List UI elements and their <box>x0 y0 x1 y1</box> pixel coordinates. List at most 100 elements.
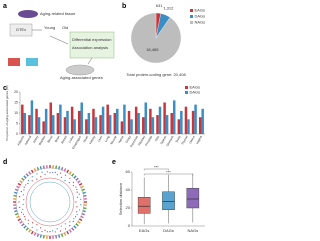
circos-segment <box>68 171 72 175</box>
circos-segment <box>14 191 18 194</box>
bar <box>106 104 109 134</box>
bar <box>44 108 48 134</box>
diagram-label: Aging-related tissue <box>40 11 76 16</box>
circos-dot <box>75 201 77 203</box>
circos-dot <box>36 173 38 175</box>
circos-segment <box>77 220 81 224</box>
circos-segment <box>14 188 19 192</box>
circos-segment <box>16 215 20 219</box>
circos-dot <box>64 179 66 182</box>
diagram-label: GTEx <box>16 27 26 32</box>
diagram-label: Aging-associated genes <box>60 75 103 80</box>
circos-segment <box>14 212 19 216</box>
bar <box>77 110 81 134</box>
panel-a: a Aging-related tissue GTEx Young Old Di… <box>3 3 115 80</box>
circos-dot <box>73 218 75 220</box>
bar <box>187 119 190 134</box>
circos-segment <box>39 234 42 238</box>
circos-dot <box>72 220 74 223</box>
figure: a Aging-related tissue GTEx Young Old Di… <box>3 3 205 239</box>
circos-dot <box>24 218 26 220</box>
bar <box>70 106 74 134</box>
bar <box>170 113 173 134</box>
circos-segment <box>73 225 77 229</box>
bar <box>177 119 181 134</box>
circos-segment <box>60 233 64 238</box>
circos-dot <box>44 173 46 175</box>
circos-segment <box>73 175 77 179</box>
circos-segment <box>23 225 27 229</box>
x-tick-label: Uterus <box>188 134 196 144</box>
circos-dot <box>74 216 77 218</box>
bar <box>149 108 152 134</box>
circos-segment <box>25 173 29 177</box>
bar <box>180 110 183 134</box>
circos-segment <box>63 232 67 236</box>
bar <box>101 106 105 134</box>
y-tick-label: 15 <box>14 100 18 104</box>
circos-dot <box>22 213 25 215</box>
value-label: 1,312 <box>163 6 174 11</box>
x-tick-label: Pancreas <box>129 134 139 147</box>
bar <box>201 108 204 134</box>
bar <box>158 106 162 134</box>
circos-segment <box>79 218 83 222</box>
x-tick-label: Artery <box>32 134 40 143</box>
bar <box>87 113 91 134</box>
circos-dot <box>27 223 29 225</box>
x-tick-label: Testis <box>174 134 182 143</box>
circos-dot <box>59 172 62 174</box>
circos-dot <box>20 190 22 193</box>
circos-segment <box>80 215 84 219</box>
x-tick-label: Pituitary <box>137 134 146 146</box>
bar <box>142 117 145 134</box>
bar <box>85 119 88 134</box>
bar <box>165 115 169 134</box>
box <box>137 196 151 214</box>
circos-dot <box>51 230 54 232</box>
bar <box>184 106 188 134</box>
circos-dot <box>36 224 38 226</box>
circos-dot <box>72 185 75 187</box>
bar <box>63 117 67 134</box>
circos-segment <box>75 177 79 181</box>
circos-segment <box>39 166 42 170</box>
legend-label: EAGs <box>195 8 205 13</box>
bar <box>134 106 138 134</box>
pie-slice <box>130 12 182 64</box>
circos-segment <box>58 166 61 170</box>
circos-dot <box>76 191 78 193</box>
circos-dot <box>69 221 71 223</box>
x-tick-label: Brain <box>54 135 61 143</box>
circos-segment <box>83 207 87 210</box>
circos-segment <box>21 223 25 227</box>
bar <box>120 121 124 134</box>
circos-dot <box>27 179 30 182</box>
circos-segment <box>13 207 17 210</box>
circos-dot <box>59 230 62 232</box>
legend-swatch <box>185 91 188 94</box>
circos-dot <box>76 214 78 216</box>
y-axis-label: Proportion of aging-associated genes (%) <box>5 85 9 140</box>
diagram-label: Old <box>62 25 68 30</box>
diagram-label: Young <box>44 25 55 30</box>
circos-dot <box>78 209 81 211</box>
x-tick-label: Adipose <box>16 135 25 147</box>
bar <box>73 119 76 134</box>
icon <box>26 58 38 66</box>
circos-dot <box>60 176 63 178</box>
circos-dot <box>41 171 43 173</box>
circos-dot <box>56 228 58 230</box>
legend-label: DAGs <box>190 90 201 95</box>
circos-segment <box>68 229 72 233</box>
y-axis-label: Selection distance <box>118 182 123 215</box>
circos-segment <box>75 223 79 227</box>
circos-segment <box>36 166 40 171</box>
x-tick-label: Ovary <box>124 134 132 143</box>
y-tick-label: 0 <box>16 132 18 136</box>
x-tick-label: Bladder <box>38 135 47 146</box>
x-tick-label: DAGs <box>163 228 174 233</box>
circos-segment <box>19 220 23 224</box>
circos-dot <box>31 222 34 224</box>
circos-dot <box>23 216 26 218</box>
